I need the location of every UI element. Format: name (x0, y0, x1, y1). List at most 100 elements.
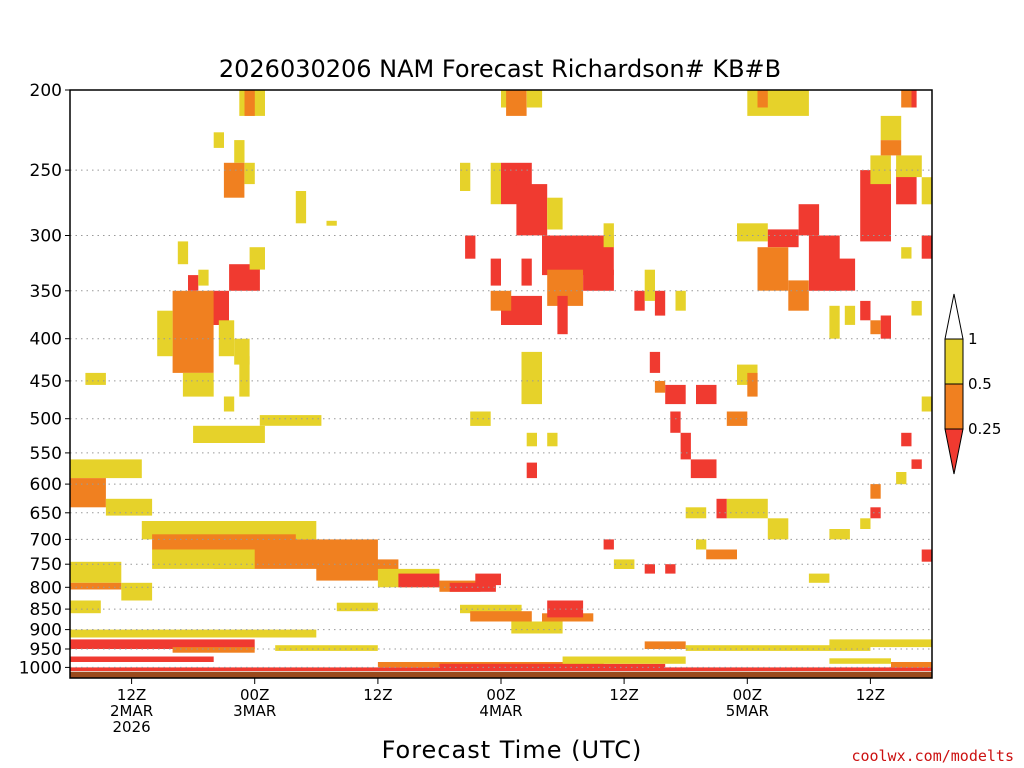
ri-cell-mid (654, 380, 666, 393)
ri-cell-low (188, 275, 199, 291)
ri-cell-high (896, 155, 922, 178)
y-tick-label-650: 650 (30, 504, 62, 524)
ri-cell-mid (470, 611, 532, 622)
ri-cell-low (680, 432, 691, 460)
ri-cell-high (737, 223, 768, 242)
ri-cell-high (152, 549, 255, 569)
ri-cell-mid (70, 582, 122, 590)
x-axis-label: Forecast Time (UTC) (382, 736, 643, 764)
x-tick-label: 3MAR (233, 702, 276, 720)
ri-cell-mid (506, 90, 527, 116)
y-tick-label-700: 700 (30, 530, 62, 550)
ri-cell-high (223, 396, 235, 412)
ri-cell-low (542, 235, 614, 276)
ri-cell-low (880, 315, 891, 339)
ri-cell-low (439, 663, 666, 670)
ri-cell-high (460, 162, 471, 191)
x-tick-label: 5MAR (726, 702, 769, 720)
ri-cell-low (665, 564, 676, 574)
y-tick-label-400: 400 (30, 330, 62, 350)
ri-cell-high (860, 518, 871, 529)
x-tick-label: 2MAR (110, 702, 153, 720)
legend-label: 0.25 (968, 420, 1001, 438)
ri-cell-low (475, 573, 501, 586)
ri-cell-high (182, 372, 214, 397)
ri-cell-high (547, 432, 558, 447)
ri-cell-high (239, 356, 250, 397)
ri-cell-low (649, 351, 661, 373)
ri-cell-low (911, 459, 922, 469)
y-tick-label-600: 600 (30, 475, 62, 495)
ri-cell-low (521, 258, 532, 286)
ri-cell-high (880, 115, 902, 141)
ri-cell-high (249, 247, 265, 270)
ri-cell-high (726, 498, 768, 519)
ri-cell-high (70, 561, 122, 583)
x-tick-label: 12Z (856, 686, 885, 704)
ri-cell-high (921, 177, 932, 205)
ri-cell-low (603, 539, 614, 550)
ri-cell-low (465, 235, 476, 259)
ri-cell-mid (172, 290, 214, 373)
ri-cell-mid (747, 372, 758, 397)
credit-text: coolwx.com/modelts (851, 747, 1014, 765)
ri-cell-mid (757, 247, 789, 291)
ri-cell-high (696, 539, 707, 550)
ri-cell-mid (870, 320, 881, 335)
ri-cell-high (603, 223, 614, 248)
ri-cell-high (511, 621, 563, 634)
legend-swatch-mid (944, 383, 964, 430)
ri-cell-high (275, 645, 378, 651)
ri-cell-high (829, 639, 932, 648)
ri-cell-low (516, 184, 548, 236)
ri-cell-high (460, 604, 522, 614)
ri-cell-high (870, 155, 891, 185)
ri-cell-low (634, 290, 645, 311)
ri-cell-low (921, 235, 932, 259)
ri-cell-high (685, 645, 871, 651)
ri-cell-high (213, 132, 224, 148)
ri-cell-low (665, 384, 686, 405)
ri-cell-high (526, 432, 537, 447)
ri-cell-high (336, 602, 378, 612)
ri-cell-high (218, 320, 235, 357)
heatmap-cells (70, 90, 932, 671)
ri-cell-high (85, 372, 106, 385)
legend: 1 0.5 0.25 (944, 293, 1001, 475)
ri-cell-high (157, 310, 173, 357)
ri-cell-high (526, 90, 543, 108)
ri-cell-low (557, 295, 568, 335)
ground-fill (70, 671, 932, 678)
ri-cell-high (562, 656, 686, 664)
ri-cell-high (198, 269, 209, 286)
legend-label: 1 (968, 330, 978, 348)
ri-cell-low (896, 170, 917, 205)
ri-cell-mid (788, 280, 809, 311)
ri-cell-high (613, 559, 635, 569)
ri-cell-high (244, 162, 255, 185)
x-tick-label: 4MAR (479, 702, 522, 720)
ri-cell-mid (244, 90, 255, 116)
ri-cell-high (829, 305, 840, 339)
ri-cell-low (767, 229, 799, 248)
ri-cell-low (798, 204, 820, 236)
ri-cell-low (901, 432, 912, 447)
ri-cell-low (870, 507, 881, 519)
ri-cell-mid (490, 290, 512, 311)
ri-cell-high (259, 415, 322, 426)
legend-swatch-high (944, 338, 964, 385)
y-tick-label-300: 300 (30, 227, 62, 247)
ri-cell-low (654, 290, 666, 316)
ground-band (70, 671, 932, 678)
ri-cell-low (70, 639, 255, 649)
x-tick-label: 12Z (363, 686, 392, 704)
x-tick-label: 12Z (117, 686, 146, 704)
y-tick-label-850: 850 (30, 600, 62, 620)
ri-cell-high (70, 600, 101, 614)
y-tick-label-800: 800 (30, 578, 62, 598)
y-tick-label-450: 450 (30, 372, 62, 392)
ri-cell-high (105, 498, 153, 516)
chart-title: 2026030206 NAM Forecast Richardson# KB#B (219, 55, 781, 83)
ri-cell-low (696, 384, 717, 405)
ri-cell-mid (891, 662, 932, 668)
